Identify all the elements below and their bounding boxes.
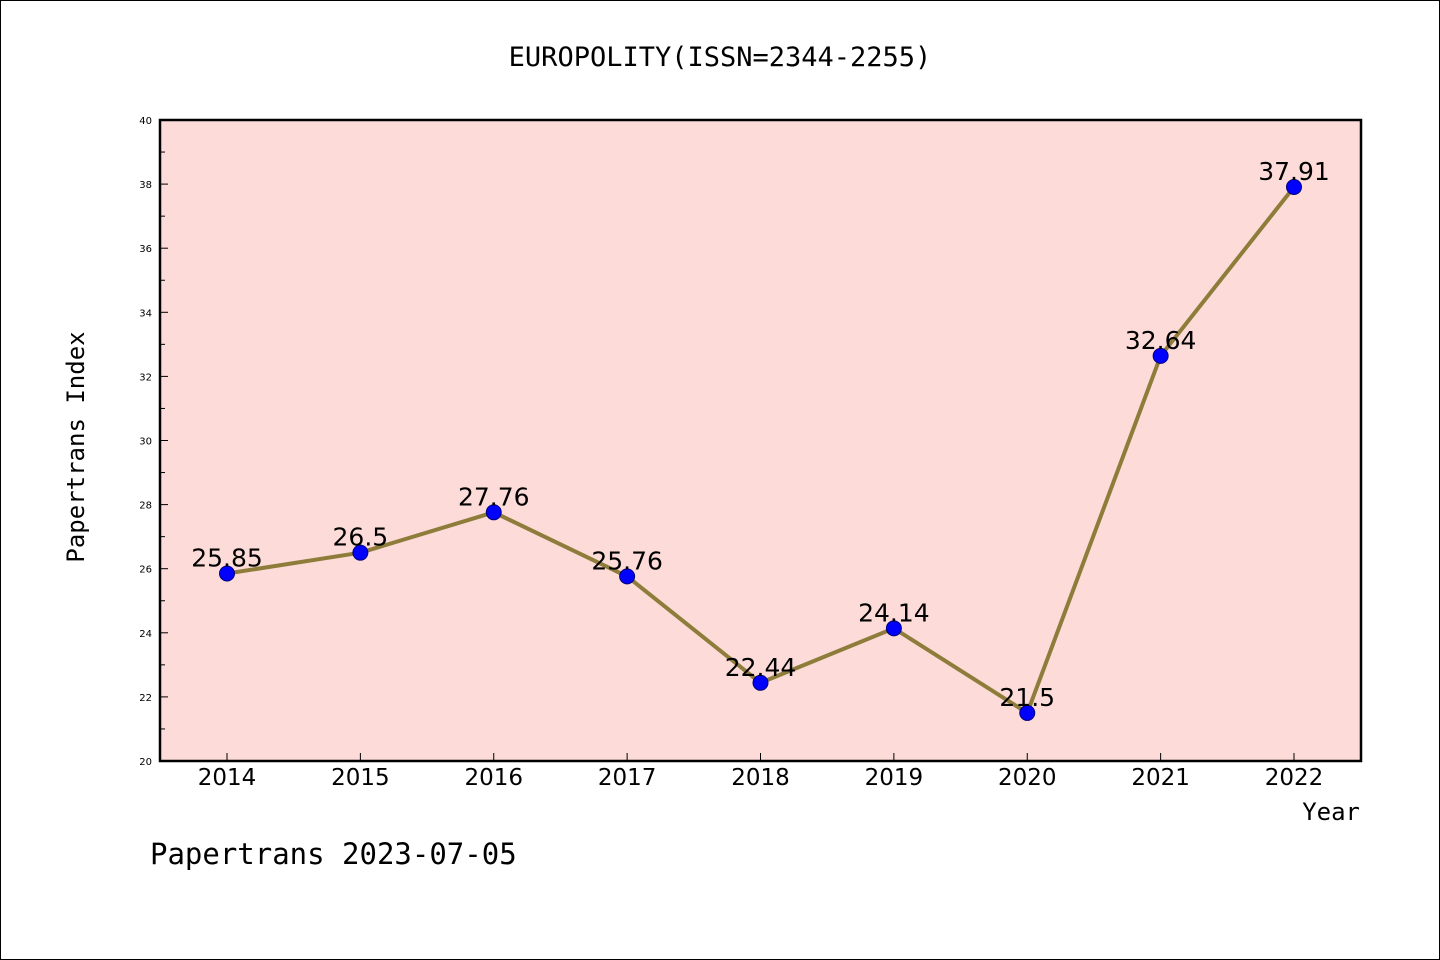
data-label: 24.14 <box>858 598 930 627</box>
y-tick-label: 34 <box>139 308 152 319</box>
x-tick-label: 2015 <box>331 765 390 791</box>
y-tick-label: 30 <box>139 437 152 448</box>
data-label: 25.85 <box>191 544 263 573</box>
data-point <box>619 568 636 585</box>
y-tick-label: 24 <box>139 629 152 640</box>
data-label: 21.5 <box>999 683 1055 712</box>
x-tick-label: 2022 <box>1265 765 1324 791</box>
data-point <box>352 544 369 561</box>
data-point <box>1019 704 1036 721</box>
data-label: 26.5 <box>333 523 389 552</box>
data-point <box>1152 347 1169 364</box>
y-tick-label: 32 <box>139 372 152 383</box>
data-point <box>752 674 769 691</box>
data-label: 37.91 <box>1258 157 1330 186</box>
chart-title: EUROPOLITY(ISSN=2344-2255) <box>509 42 932 73</box>
x-tick-label: 2016 <box>464 765 523 791</box>
y-tick-label: 20 <box>139 757 152 768</box>
data-point <box>485 504 502 521</box>
y-tick-label: 26 <box>139 565 152 576</box>
y-tick-label: 22 <box>139 693 152 704</box>
x-tick-label: 2014 <box>198 765 257 791</box>
x-tick-label: 2019 <box>865 765 924 791</box>
x-axis-title: Year <box>1302 798 1360 826</box>
footer-date-text: Papertrans 2023-07-05 <box>150 837 517 871</box>
data-label: 32.64 <box>1125 326 1197 355</box>
x-tick-label: 2020 <box>998 765 1057 791</box>
y-axis-title: Papertrans Index <box>62 331 90 562</box>
data-point <box>219 565 235 582</box>
x-tick-label: 2021 <box>1131 765 1190 791</box>
data-point <box>885 620 902 637</box>
y-tick-label: 40 <box>139 116 152 127</box>
data-point <box>1286 178 1302 195</box>
x-tick-label: 2018 <box>731 765 790 791</box>
y-tick-label: 38 <box>139 180 152 191</box>
y-tick-label: 36 <box>139 244 152 255</box>
series-group: 25.85 26.5 27.76 25.76 22.44 24.14 21.5 32.64 37… <box>191 157 1330 721</box>
x-tick-label: 2017 <box>598 765 657 791</box>
plot-border <box>158 118 1363 763</box>
plot-area <box>160 120 1361 761</box>
data-label: 22.44 <box>725 653 797 682</box>
data-label: 27.76 <box>458 482 530 511</box>
y-tick-label: 28 <box>139 501 152 512</box>
x-axis: 2014 2015 2016 2017 2018 2019 2020 2021 2022 <box>198 753 1324 791</box>
data-label: 25.76 <box>591 546 663 575</box>
